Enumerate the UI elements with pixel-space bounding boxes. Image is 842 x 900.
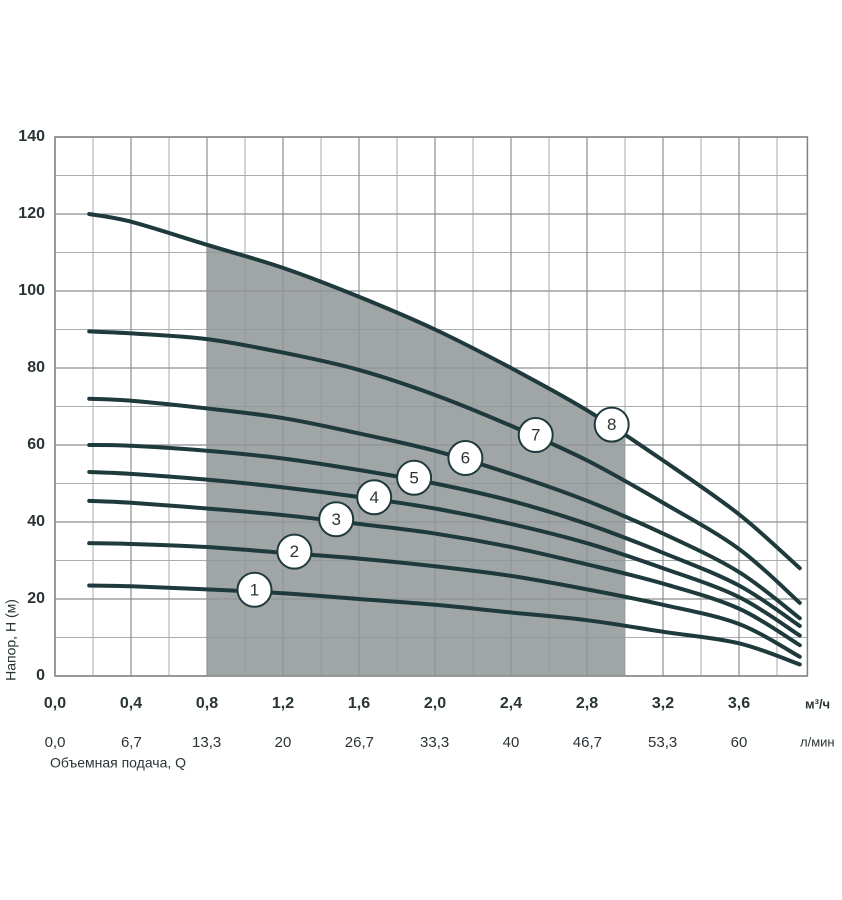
curve-badge xyxy=(276,533,313,570)
y-tick-label: 60 xyxy=(27,436,45,453)
x-tick-label: 3,2 xyxy=(652,695,674,712)
legend-label: 8 xyxy=(607,415,616,434)
x2-tick-label: 46,7 xyxy=(573,734,602,751)
y-tick-label: 80 xyxy=(27,359,45,376)
x-tick-label: 2,8 xyxy=(576,695,598,712)
legend-label: 1 xyxy=(250,580,259,599)
x2-unit: л/мин xyxy=(800,734,835,749)
y-tick-label: 140 xyxy=(18,128,45,145)
pump-curve xyxy=(87,541,802,659)
pump-curve xyxy=(87,583,802,667)
curve-badge xyxy=(356,479,393,516)
legend-label: 6 xyxy=(461,448,470,467)
curve-badge xyxy=(517,417,554,454)
x2-tick-label: 33,3 xyxy=(420,734,449,751)
x-tick-label: 3,6 xyxy=(728,695,750,712)
x-tick-label: 2,0 xyxy=(424,695,446,712)
y-tick-label: 120 xyxy=(18,205,45,222)
curve-badge xyxy=(593,406,630,443)
x2-tick-label: 13,3 xyxy=(192,734,221,751)
x2-tick-label: 26,7 xyxy=(345,734,374,751)
x2-tick-label: 53,3 xyxy=(648,734,677,751)
legend-label: 3 xyxy=(331,510,340,529)
x-tick-label: 1,2 xyxy=(272,695,294,712)
curve-badge xyxy=(318,501,355,538)
x-tick-label: 0,0 xyxy=(44,695,66,712)
x2-tick-label: 0,0 xyxy=(45,734,66,751)
x2-tick-label: 20 xyxy=(275,734,292,751)
x-tick-label: 2,4 xyxy=(500,695,522,712)
legend-label: 2 xyxy=(290,542,299,561)
pump-curve xyxy=(87,443,802,628)
pump-curve xyxy=(87,469,802,638)
pump-curve xyxy=(87,212,802,571)
legend-label: 5 xyxy=(409,468,418,487)
y-tick-label: 0 xyxy=(36,667,45,684)
pump-curve xyxy=(87,396,802,621)
legend-label: 7 xyxy=(531,425,540,444)
x-unit: м³/ч xyxy=(805,696,830,711)
legend-label: 4 xyxy=(369,488,378,507)
pump-curve xyxy=(87,329,802,605)
y-tick-label: 100 xyxy=(18,282,45,299)
curve-badge xyxy=(236,571,273,608)
curve-badge xyxy=(447,440,484,477)
pump-curve xyxy=(87,498,802,648)
y-tick-label: 20 xyxy=(27,590,45,607)
x2-tick-label: 40 xyxy=(503,734,520,751)
x2-axis-title: Объемная подача, Q xyxy=(50,755,186,771)
x2-tick-label: 60 xyxy=(731,734,748,751)
x2-tick-label: 6,7 xyxy=(121,734,142,751)
x-tick-label: 1,6 xyxy=(348,695,370,712)
x-tick-label: 0,4 xyxy=(120,695,142,712)
y-axis-title: Напор, H (м) xyxy=(3,599,19,681)
x-tick-label: 0,8 xyxy=(196,695,218,712)
y-tick-label: 40 xyxy=(27,513,45,530)
curve-badge xyxy=(396,459,433,496)
